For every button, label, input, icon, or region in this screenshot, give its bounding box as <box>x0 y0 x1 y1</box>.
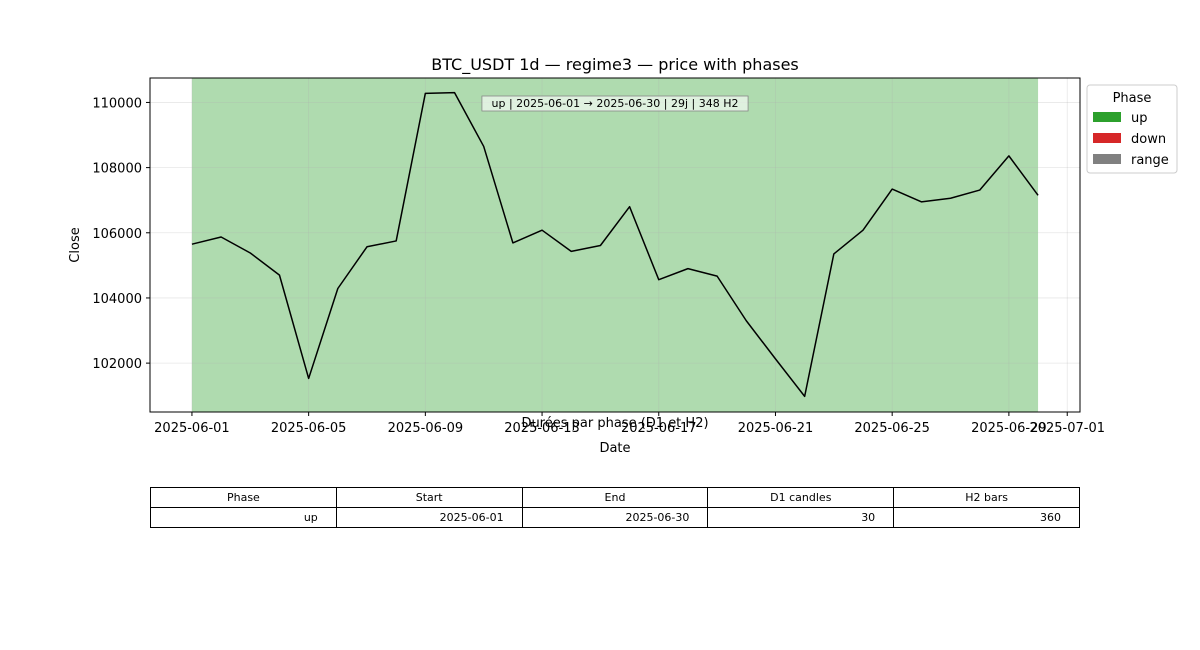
legend-swatch-up <box>1093 112 1121 122</box>
legend-title: Phase <box>1113 91 1152 106</box>
legend-entries: up down range <box>1093 111 1169 168</box>
table-cell: 2025-06-01 <box>335 507 523 528</box>
table-header-cell: D1 candles <box>707 487 895 508</box>
x-tick-label: 2025-06-13 <box>504 421 580 436</box>
phase-label: up | 2025-06-01 → 2025-06-30 | 29j | 348… <box>492 97 739 110</box>
chart-title: BTC_USDT 1d — regime3 — price with phase… <box>431 55 799 75</box>
table-title: Durées par phase (D1 et H2) <box>521 416 708 431</box>
x-tick-label: 2025-06-01 <box>154 421 230 436</box>
price-series-line <box>191 91 1039 398</box>
y-tick-label: 104000 <box>92 292 142 307</box>
legend-label-up: up <box>1131 111 1148 126</box>
x-tick-label: 2025-06-29 <box>971 421 1047 436</box>
phase-annotation-layer: up | 2025-06-01 → 2025-06-30 | 29j | 348… <box>481 95 749 112</box>
x-tick-label: 2025-06-17 <box>621 421 697 436</box>
x-axis-ticks: 2025-06-01 2025-06-05 2025-06-09 2025-06-13… <box>154 412 1105 436</box>
phase-duration-table: Phase Start End D1 candles H2 bars up 20… <box>150 487 1080 528</box>
y-axis-label: Close <box>68 227 83 262</box>
table-header-cell: Phase <box>150 487 337 508</box>
legend-swatch-down <box>1093 133 1121 143</box>
price-line-layer <box>191 91 1039 398</box>
x-axis-label: Date <box>599 441 630 456</box>
x-tick-label: 2025-07-01 <box>1029 421 1105 436</box>
table-cell: up <box>150 507 337 528</box>
phase-band-up <box>191 78 1039 412</box>
table-header-cell: Start <box>335 487 523 508</box>
table-header-cell: End <box>521 487 709 508</box>
legend-label-range: range <box>1131 153 1169 168</box>
y-axis-ticks: 102000 104000 106000 108000 110000 <box>92 96 150 372</box>
x-tick-label: 2025-06-05 <box>271 421 347 436</box>
phase-label-box <box>481 95 749 112</box>
table-cell: 360 <box>893 507 1080 528</box>
table-cell: 2025-06-30 <box>521 507 709 528</box>
x-tick-label: 2025-06-21 <box>738 421 814 436</box>
y-tick-label: 102000 <box>92 357 142 372</box>
plot-frame <box>149 77 1081 413</box>
y-tick-label: 106000 <box>92 227 142 242</box>
table-header-row: Phase Start End D1 candles H2 bars <box>150 487 1080 508</box>
legend-label-down: down <box>1131 132 1166 147</box>
x-tick-label: 2025-06-25 <box>854 421 930 436</box>
table-row: up 2025-06-01 2025-06-30 30 360 <box>150 507 1080 528</box>
y-tick-label: 110000 <box>92 96 142 111</box>
y-tick-label: 108000 <box>92 162 142 177</box>
legend-swatch-range <box>1093 154 1121 164</box>
legend-frame <box>1086 84 1178 174</box>
table-cell: 30 <box>707 507 895 528</box>
table-header-cell: H2 bars <box>893 487 1080 508</box>
phase-shading-layer <box>191 78 1039 412</box>
legend: Phase up down range <box>1086 84 1178 174</box>
x-tick-label: 2025-06-09 <box>388 421 464 436</box>
